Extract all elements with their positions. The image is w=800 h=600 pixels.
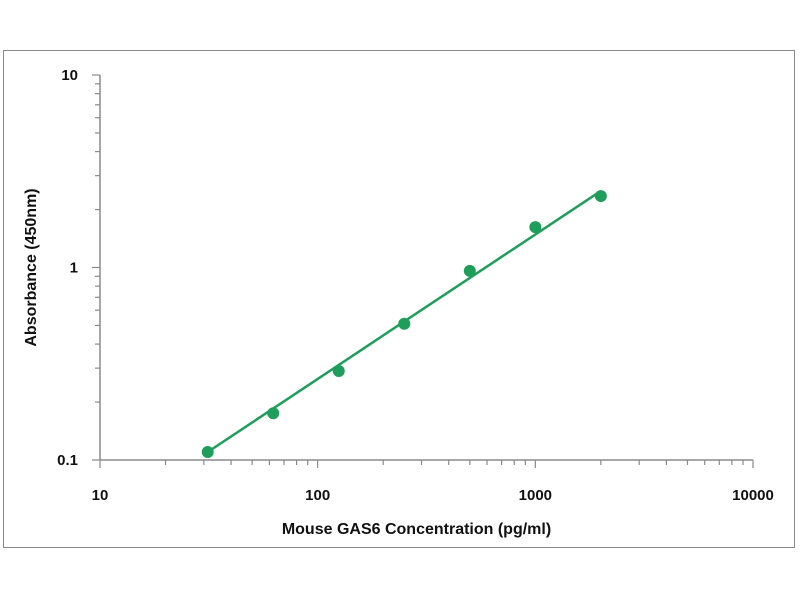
data-point — [332, 364, 345, 377]
y-tick-label: 1 — [70, 260, 78, 277]
data-point — [201, 446, 214, 459]
x-tick-label: 100 — [305, 487, 330, 504]
x-tick-label: 1000 — [519, 487, 552, 504]
y-axis-title: Absorbance (450nm) — [23, 188, 40, 346]
data-point — [267, 407, 280, 420]
data-point — [398, 317, 411, 330]
ticks — [92, 74, 754, 468]
chart-frame — [3, 50, 795, 548]
data-point — [594, 190, 607, 203]
data-point — [463, 264, 476, 277]
x-axis-title: Mouse GAS6 Concentration (pg/ml) — [282, 521, 551, 538]
axes — [99, 75, 753, 461]
y-tick-label: 10 — [61, 67, 78, 84]
y-tick-label: 0.1 — [57, 452, 78, 469]
data-points — [201, 190, 607, 459]
x-tick-label: 10 — [92, 487, 109, 504]
tick-labels: 10 100 1000 10000 0.1 1 10 — [57, 67, 774, 504]
x-tick-label: 10000 — [732, 487, 774, 504]
data-point — [529, 221, 542, 234]
